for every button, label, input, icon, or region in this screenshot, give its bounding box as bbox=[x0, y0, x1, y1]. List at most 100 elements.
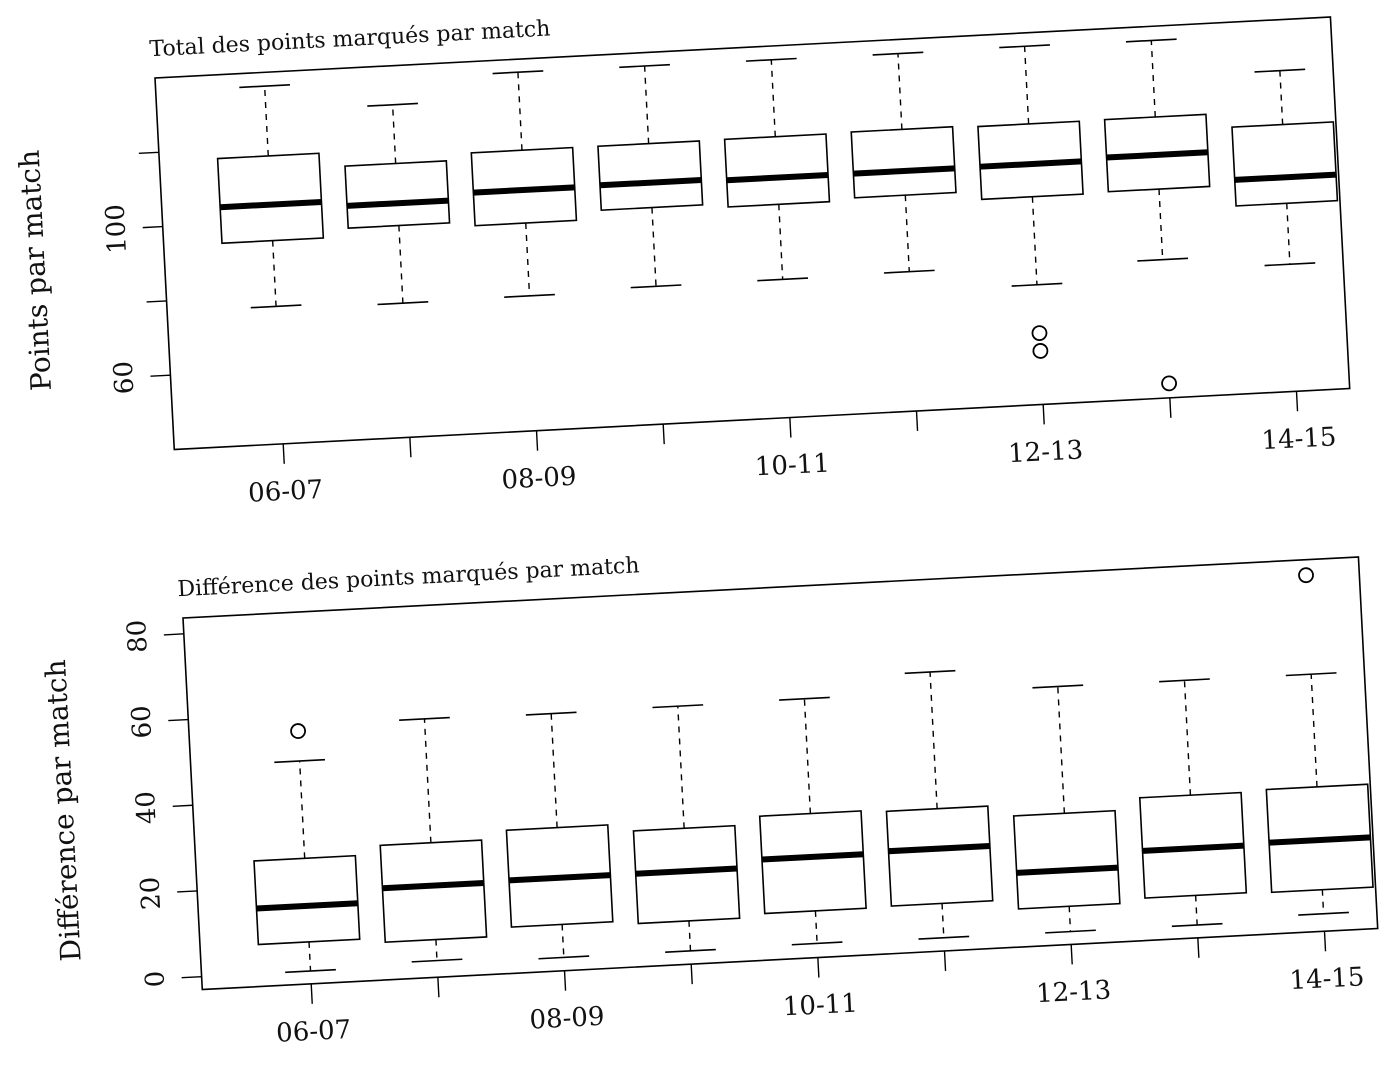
box bbox=[379, 839, 488, 944]
x-tick bbox=[789, 417, 792, 438]
whisker bbox=[525, 223, 531, 296]
y-axis-label: Différence par match bbox=[39, 659, 88, 962]
chart-title: Différence des points marqués par match bbox=[177, 553, 640, 602]
x-tick bbox=[1323, 931, 1327, 952]
whisker-cap bbox=[1285, 672, 1337, 677]
x-tick-label: 12-13 bbox=[1035, 975, 1111, 1009]
median bbox=[635, 865, 738, 877]
whisker bbox=[770, 59, 776, 137]
x-tick bbox=[943, 950, 947, 972]
y-tick-label: 60 bbox=[126, 705, 158, 740]
x-tick bbox=[282, 443, 285, 464]
whisker-cap bbox=[665, 948, 716, 953]
y-tick-label: 40 bbox=[131, 790, 163, 825]
whisker-cap bbox=[1264, 262, 1316, 267]
box bbox=[723, 133, 831, 208]
median bbox=[726, 171, 829, 184]
whisker bbox=[651, 207, 657, 287]
whisker bbox=[814, 910, 818, 944]
x-tick bbox=[1197, 937, 1200, 958]
box bbox=[977, 120, 1084, 201]
x-tick bbox=[817, 957, 820, 978]
x-tick bbox=[310, 983, 313, 1004]
whisker-cap bbox=[1045, 929, 1096, 934]
x-tick-label: 08-09 bbox=[529, 1002, 605, 1036]
x-tick bbox=[535, 430, 539, 451]
x-tick bbox=[915, 410, 919, 432]
y-tick bbox=[138, 151, 159, 155]
box bbox=[885, 805, 994, 907]
outlier bbox=[1298, 567, 1314, 584]
median bbox=[599, 177, 702, 189]
whisker-cap bbox=[872, 51, 924, 56]
x-tick bbox=[690, 964, 693, 985]
x-tick bbox=[1169, 397, 1172, 418]
whisker-cap bbox=[652, 704, 704, 709]
y-tick bbox=[150, 374, 171, 377]
x-tick bbox=[563, 970, 567, 991]
median bbox=[1016, 864, 1119, 876]
whisker bbox=[1286, 203, 1291, 265]
median bbox=[256, 900, 358, 912]
whisker bbox=[423, 718, 432, 843]
median bbox=[761, 851, 864, 863]
whisker-cap bbox=[1011, 282, 1063, 287]
x-tick-label: 10-11 bbox=[754, 449, 830, 483]
whisker bbox=[1158, 189, 1164, 260]
whisker-cap bbox=[377, 301, 429, 306]
whisker-cap bbox=[757, 277, 809, 282]
whisker bbox=[391, 104, 397, 164]
box bbox=[216, 152, 325, 245]
y-tick bbox=[142, 225, 163, 229]
whisker-cap bbox=[745, 57, 797, 62]
whisker bbox=[643, 65, 650, 144]
whisker bbox=[803, 698, 812, 814]
plot-frame bbox=[154, 16, 1351, 451]
y-tick bbox=[163, 633, 184, 636]
whisker bbox=[263, 86, 269, 156]
whisker bbox=[929, 672, 938, 809]
median bbox=[382, 879, 484, 892]
x-tick bbox=[662, 424, 665, 445]
whisker bbox=[517, 72, 523, 151]
whisker bbox=[1194, 895, 1198, 926]
chart-title: Total des points marqués par match bbox=[149, 16, 551, 62]
whisker bbox=[941, 903, 945, 938]
y-axis-label: Points par match bbox=[13, 149, 58, 392]
whisker-cap bbox=[1171, 922, 1223, 928]
box bbox=[344, 160, 451, 229]
box bbox=[1138, 791, 1248, 899]
median bbox=[346, 197, 449, 209]
median bbox=[1268, 834, 1371, 846]
median bbox=[979, 158, 1082, 170]
x-tick bbox=[409, 437, 412, 458]
y-tick-label: 0 bbox=[140, 970, 171, 988]
median bbox=[1142, 842, 1245, 854]
whisker-cap bbox=[239, 83, 291, 89]
whisker-cap bbox=[619, 63, 670, 69]
whisker bbox=[1183, 680, 1192, 796]
median bbox=[508, 872, 611, 884]
whisker bbox=[1031, 196, 1038, 285]
whisker bbox=[271, 240, 277, 307]
whisker bbox=[1310, 674, 1318, 787]
outlier bbox=[1031, 325, 1048, 341]
whisker bbox=[897, 53, 903, 130]
whisker bbox=[298, 760, 306, 859]
x-tick bbox=[1295, 391, 1299, 412]
whisker-cap bbox=[411, 958, 463, 963]
whisker bbox=[1321, 889, 1325, 914]
whisker-cap bbox=[274, 758, 326, 764]
whisker-cap bbox=[999, 44, 1050, 49]
whisker bbox=[904, 195, 910, 272]
whisker bbox=[1057, 686, 1066, 814]
whisker-cap bbox=[399, 716, 450, 722]
whisker-cap bbox=[285, 968, 336, 974]
plot-frame bbox=[182, 556, 1379, 991]
whisker-cap bbox=[492, 70, 544, 75]
y-tick bbox=[168, 718, 189, 722]
whisker-cap bbox=[918, 935, 970, 940]
whisker-cap bbox=[791, 941, 843, 946]
x-tick bbox=[1070, 944, 1073, 965]
